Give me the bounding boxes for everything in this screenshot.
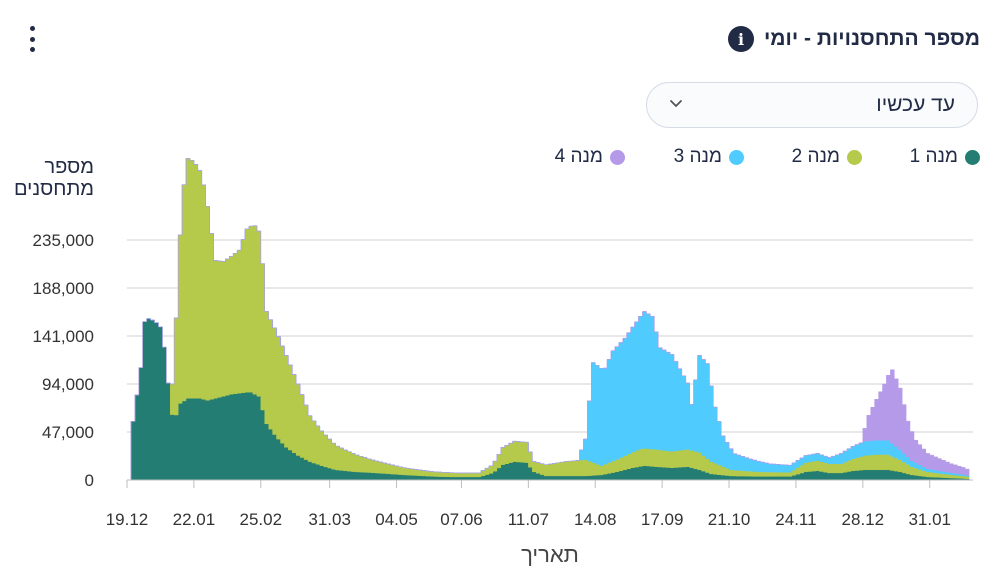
y-tick-label: 188,000 <box>33 279 94 298</box>
legend-item-dose-2[interactable]: מנה 2 <box>792 146 862 168</box>
x-tick-label: 31.01 <box>908 510 951 529</box>
legend-label-dose-4: מנה 4 <box>554 146 603 167</box>
chart-title: מספר התחסנויות - יומי <box>763 27 980 50</box>
x-tick-label: 14.08 <box>574 510 617 529</box>
legend-item-dose-3[interactable]: מנה 3 <box>674 146 744 168</box>
x-tick-label: 07.06 <box>440 510 483 529</box>
info-icon[interactable]: i <box>727 26 754 52</box>
chart-header: מספר התחסנויות - יומי i <box>727 26 980 52</box>
y-tick-label: 235,000 <box>33 231 94 250</box>
x-tick-label: 17.09 <box>641 510 684 529</box>
period-select[interactable]: עד עכשיו <box>646 82 978 128</box>
legend-dot-dose-2 <box>847 149 862 165</box>
legend-dot-dose-4 <box>610 149 625 165</box>
series-area-dose-4[interactable] <box>127 158 970 481</box>
y-tick-label: 47,000 <box>42 423 94 442</box>
chevron-down-icon <box>670 100 682 107</box>
x-tick-label: 21.10 <box>708 510 751 529</box>
x-tick-label: 04.05 <box>375 510 418 529</box>
period-select-value: עד עכשיו <box>876 93 955 116</box>
x-tick-label: 31.03 <box>308 510 351 529</box>
legend-item-dose-1[interactable]: מנה 1 <box>910 146 980 168</box>
x-tick-label: 11.07 <box>508 510 549 529</box>
legend-label-dose-1: מנה 1 <box>909 146 958 167</box>
legend-item-dose-4[interactable]: מנה 4 <box>555 146 625 168</box>
x-tick-label: 25.02 <box>240 510 283 529</box>
y-tick-label: 94,000 <box>42 375 94 394</box>
legend-label-dose-3: מנה 3 <box>673 146 722 167</box>
y-tick-label: 0 <box>85 471 94 490</box>
legend-dot-dose-1 <box>965 149 980 165</box>
kebab-menu-icon[interactable] <box>22 26 42 52</box>
x-tick-label: 19.12 <box>106 510 149 529</box>
legend-label-dose-2: מנה 2 <box>791 146 840 167</box>
x-axis-label: תאריך <box>521 542 579 567</box>
x-tick-label: 28.12 <box>842 510 885 529</box>
legend-dot-dose-3 <box>729 149 744 165</box>
y-axis-label: מספר מתחסנים <box>14 156 94 200</box>
x-tick-label: 22.01 <box>173 510 216 529</box>
y-tick-label: 141,000 <box>33 327 94 346</box>
x-tick-label: 24.11 <box>775 510 816 529</box>
